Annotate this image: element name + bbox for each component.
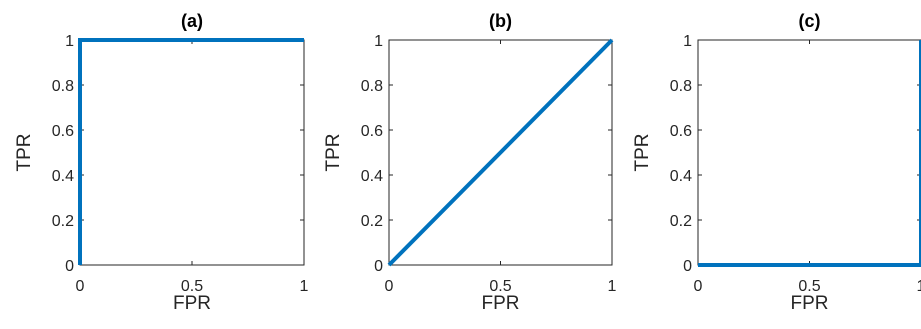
- x-tick-label: 0.5: [489, 278, 511, 295]
- chart-panel-1: 0 0.2 0.4 0.6 0.8 1 0 0.5 1 FPR TPR (a): [14, 11, 309, 314]
- y-tick-label: 0.8: [361, 78, 383, 95]
- x-axis-label: FPR: [791, 293, 829, 314]
- y-tick-label: 0.6: [361, 123, 383, 140]
- y-tick-label: 0.4: [670, 168, 692, 185]
- y-tick-label: 1: [683, 33, 692, 50]
- chart-panel-2: 0 0.2 0.4 0.6 0.8 1 0 0.5 1 FPR TPR (b): [323, 11, 617, 314]
- axes-box: [79, 39, 305, 266]
- y-tick-label: 0.6: [670, 123, 692, 140]
- y-tick-label: 0.2: [52, 213, 74, 230]
- y-tick-label: 0.4: [52, 168, 74, 185]
- panel-title: (c): [799, 11, 821, 31]
- y-axis-label: TPR: [632, 134, 653, 172]
- panel-title: (a): [181, 11, 203, 31]
- x-axis-label: FPR: [482, 293, 520, 314]
- x-tick-label: 0: [76, 278, 85, 295]
- y-tick-label: 0.2: [361, 213, 383, 230]
- y-tick-label: 0.8: [52, 78, 74, 95]
- y-axis-label: TPR: [323, 134, 344, 172]
- x-tick-label: 1: [300, 278, 309, 295]
- x-tick-label: 0: [694, 278, 703, 295]
- y-axis-label: TPR: [14, 134, 35, 172]
- y-tick-label: 0: [65, 258, 74, 275]
- y-tick-label: 1: [65, 33, 74, 50]
- roc-curve: [78, 38, 304, 265]
- axes-box: [697, 39, 921, 266]
- roc-curve: [387, 38, 614, 267]
- y-tick-label: 1: [374, 33, 383, 50]
- y-tick-label: 0.2: [670, 213, 692, 230]
- roc-curve: [698, 40, 921, 267]
- panel-title: (b): [489, 11, 512, 31]
- x-tick-label: 1: [608, 278, 617, 295]
- y-tick-label: 0.8: [670, 78, 692, 95]
- x-axis-label: FPR: [173, 293, 211, 314]
- chart-panel-3: 0 0.2 0.4 0.6 0.8 1 0 0.5 1 FPR TPR (c): [632, 11, 921, 314]
- y-tick-label: 0.6: [52, 123, 74, 140]
- x-tick-label: 0.5: [181, 278, 203, 295]
- x-tick-label: 0: [385, 278, 394, 295]
- y-tick-label: 0.4: [361, 168, 383, 185]
- y-tick-label: 0: [374, 258, 383, 275]
- x-tick-label: 1: [917, 278, 921, 295]
- y-tick-label: 0: [683, 258, 692, 275]
- x-tick-label: 0.5: [798, 278, 820, 295]
